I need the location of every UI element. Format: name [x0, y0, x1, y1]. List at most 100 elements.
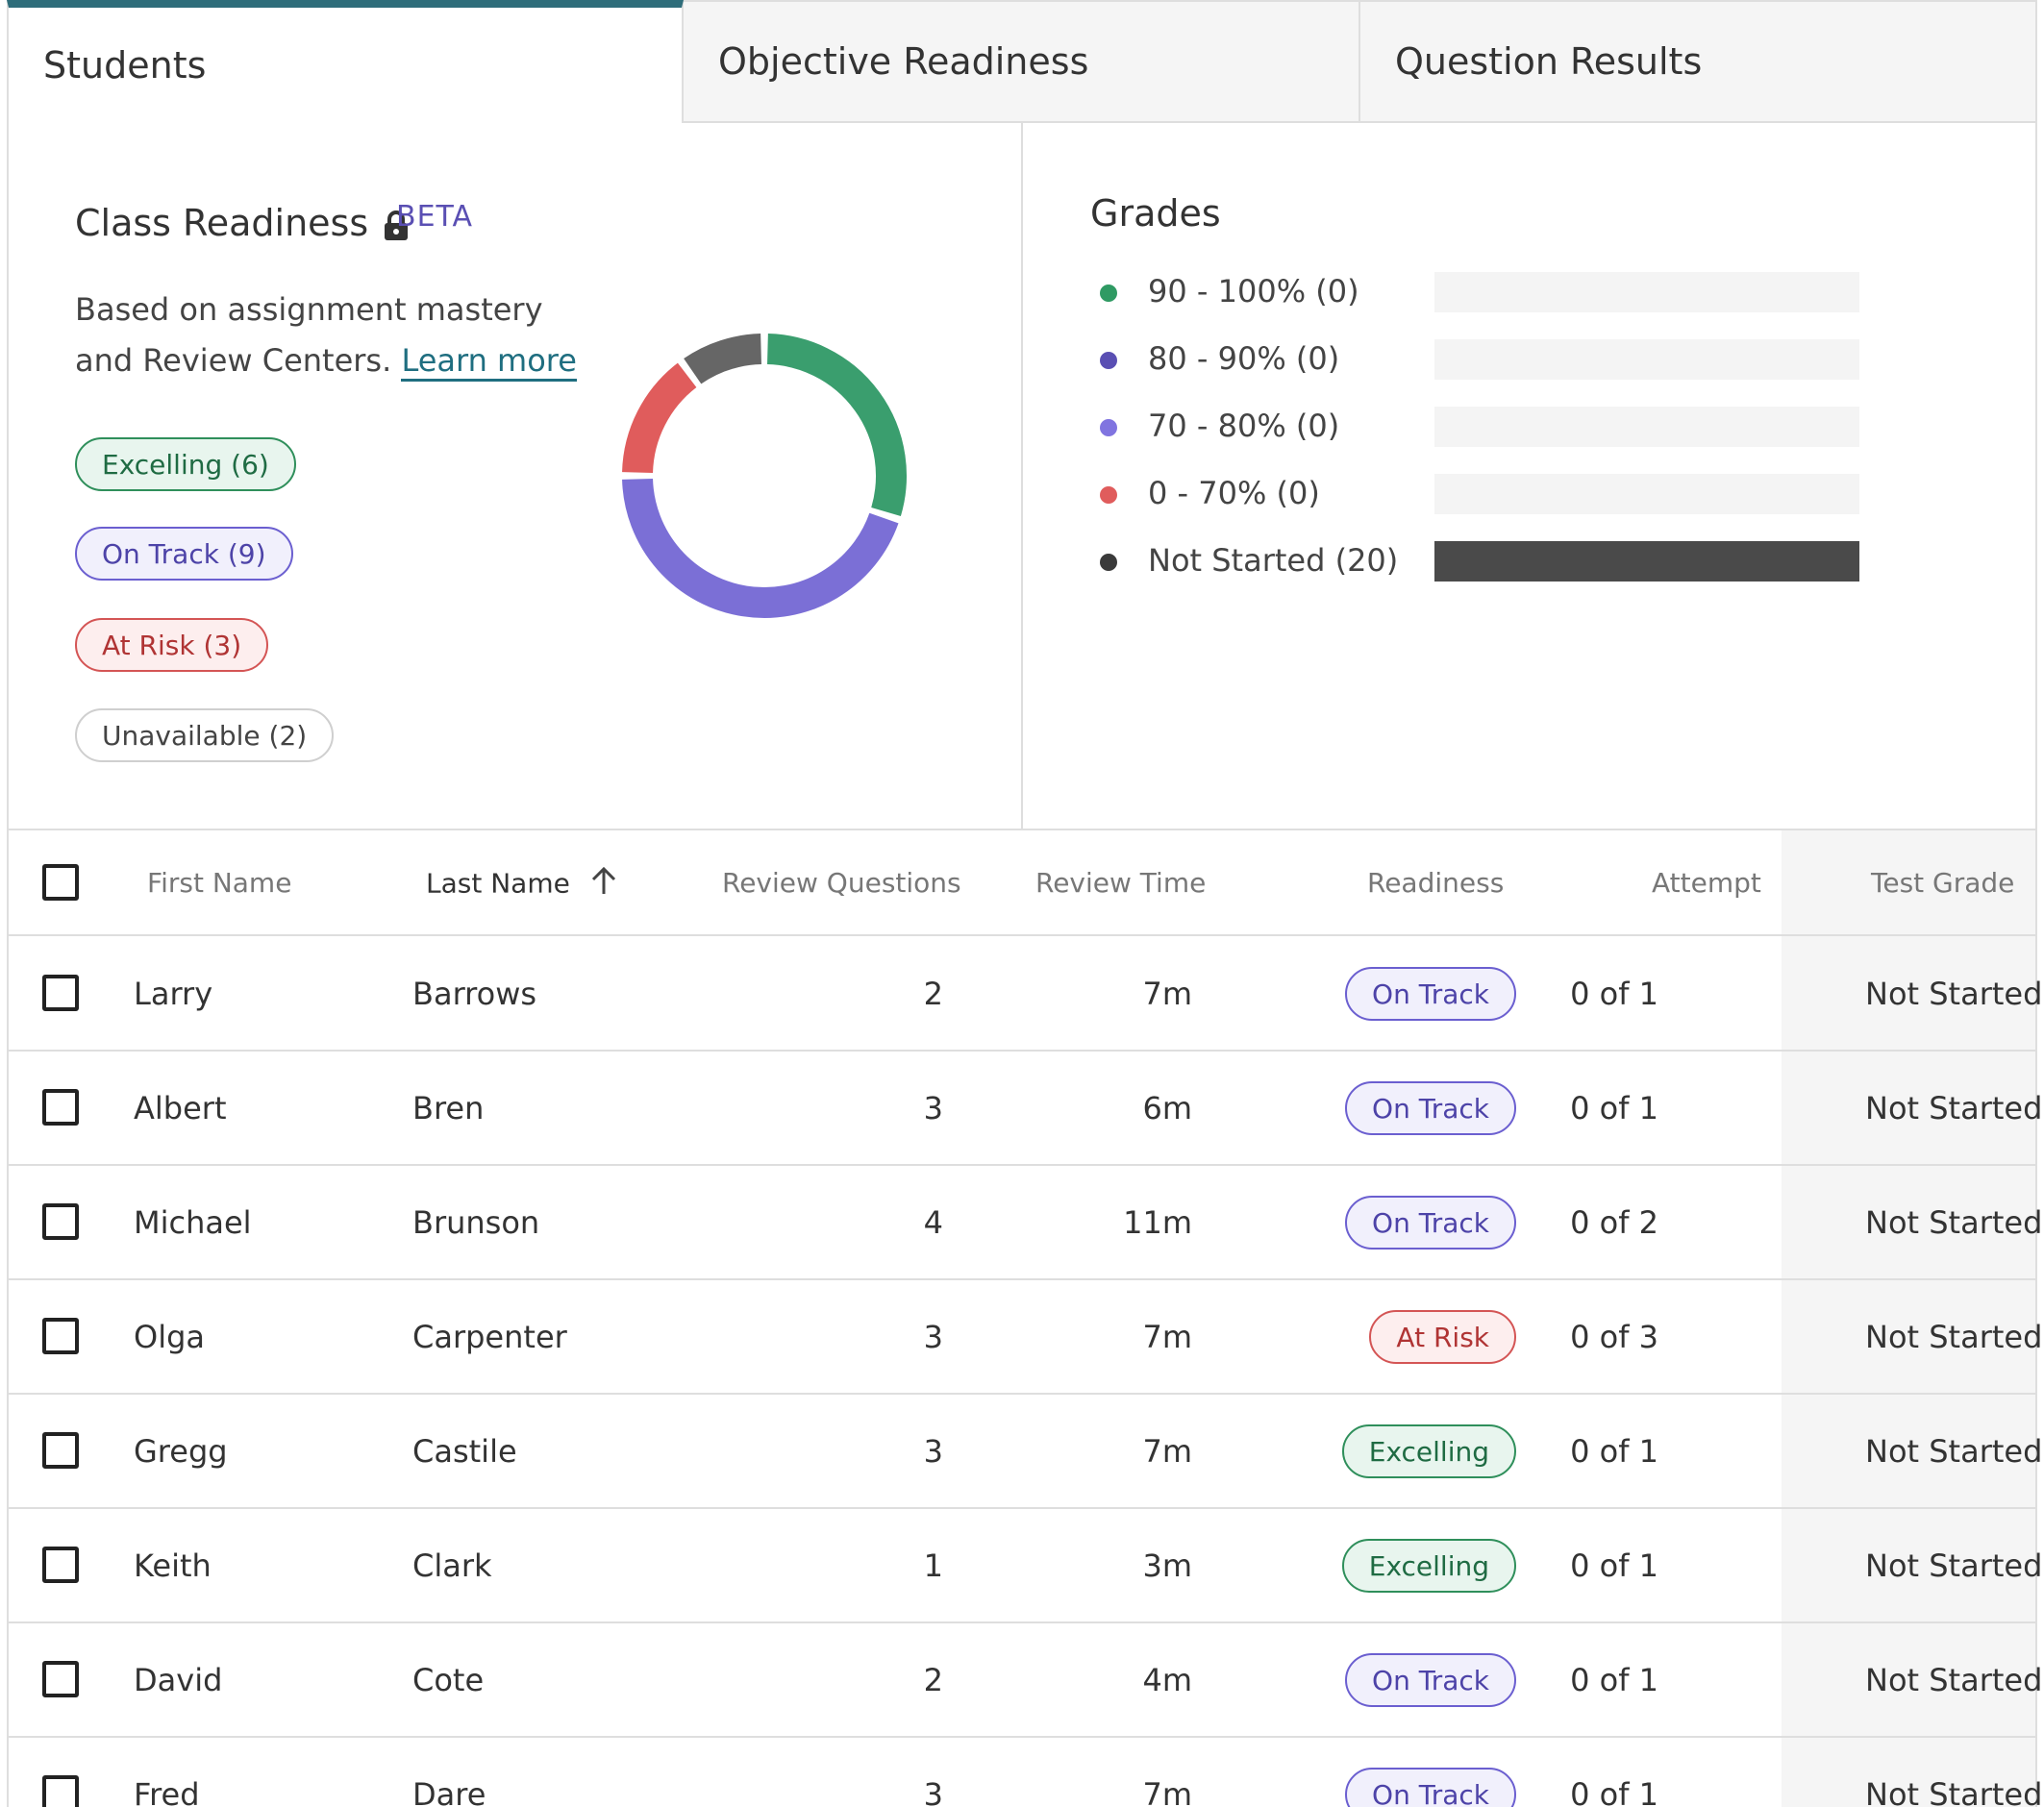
attempt-cell: 0 of 3 — [1570, 1319, 1658, 1355]
grade-row: Not Started (20) — [1090, 538, 1859, 586]
test-grade-cell: Not Started — [1865, 1662, 2043, 1698]
last-name-cell: Clark — [412, 1547, 492, 1584]
row-checkbox[interactable] — [42, 1432, 79, 1469]
learn-more-link[interactable]: Learn more — [401, 342, 577, 382]
tab-question-results[interactable]: Question Results — [1359, 0, 2037, 123]
grade-dot-icon — [1100, 285, 1117, 302]
first-name-cell: Larry — [134, 976, 213, 1012]
grade-dot-icon — [1100, 419, 1117, 436]
panel-divider — [1021, 123, 1023, 830]
column-last-name-label: Last Name — [426, 867, 570, 900]
select-all-checkbox[interactable] — [42, 864, 79, 901]
review-time-cell: 7m — [1142, 1319, 1192, 1355]
tab-bar: Objective Readiness Question Results Stu… — [0, 0, 2044, 123]
legend-on-track-pill[interactable]: On Track (9) — [75, 527, 293, 581]
lock-icon — [384, 208, 409, 240]
first-name-cell: Albert — [134, 1090, 227, 1126]
table-row[interactable]: Michael Brunson 4 11m On Track 0 of 2 Not Star… — [7, 1166, 2042, 1280]
table-row[interactable]: David Cote 2 4m On Track 0 of 1 Not Started — [7, 1623, 2042, 1738]
tab-label: Students — [43, 44, 207, 87]
review-questions-cell: 3 — [923, 1433, 943, 1470]
grade-dot-icon — [1100, 352, 1117, 369]
first-name-cell: Olga — [134, 1319, 205, 1355]
column-review-questions[interactable]: Review Questions — [722, 867, 961, 899]
row-checkbox[interactable] — [42, 1775, 79, 1807]
grade-label: 90 - 100% (0) — [1148, 273, 1359, 309]
last-name-cell: Dare — [412, 1776, 486, 1807]
table-row[interactable]: Gregg Castile 3 7m Excelling 0 of 1 Not Starte… — [7, 1395, 2042, 1509]
row-checkbox[interactable] — [42, 1203, 79, 1240]
grades-title: Grades — [1090, 192, 1221, 235]
table-row[interactable]: Keith Clark 1 3m Excelling 0 of 1 Not Started — [7, 1509, 2042, 1623]
arrow-up-icon — [590, 866, 617, 903]
grade-bar-track — [1434, 339, 1859, 380]
last-name-cell: Barrows — [412, 976, 537, 1012]
readiness-cell: On Track — [1228, 937, 1516, 1052]
attempt-cell: 0 of 1 — [1570, 1776, 1658, 1807]
first-name-cell: Fred — [134, 1776, 200, 1807]
class-readiness-heading: Class Readiness — [75, 202, 369, 244]
readiness-badge[interactable]: On Track — [1345, 967, 1516, 1021]
column-review-time[interactable]: Review Time — [1035, 867, 1207, 899]
readiness-cell: Excelling — [1228, 1509, 1516, 1623]
grade-bar-track — [1434, 407, 1859, 447]
column-first-name[interactable]: First Name — [147, 867, 292, 899]
grade-row: 0 - 70% (0) — [1090, 471, 1859, 519]
test-grade-cell: Not Started — [1865, 1547, 2043, 1584]
grade-bar-track — [1434, 272, 1859, 312]
row-checkbox[interactable] — [42, 1547, 79, 1583]
review-time-cell: 7m — [1142, 1433, 1192, 1470]
table-header: First Name Last Name Review Questions Re… — [7, 830, 2037, 936]
readiness-badge[interactable]: Excelling — [1341, 1424, 1516, 1478]
grade-label: 80 - 90% (0) — [1148, 340, 1340, 377]
readiness-badge[interactable]: On Track — [1345, 1196, 1516, 1250]
donut-segment-excelling — [766, 334, 907, 517]
column-test-grade[interactable]: Test Grade — [1871, 867, 2015, 899]
readiness-badge[interactable]: At Risk — [1369, 1310, 1516, 1364]
readiness-badge[interactable]: On Track — [1345, 1653, 1516, 1707]
row-checkbox[interactable] — [42, 1318, 79, 1354]
readiness-donut-chart — [622, 334, 907, 618]
beta-badge: BETA — [396, 200, 474, 234]
grade-row: 90 - 100% (0) — [1090, 269, 1859, 317]
legend-excelling-pill[interactable]: Excelling (6) — [75, 437, 296, 491]
legend-at-risk-pill[interactable]: At Risk (3) — [75, 618, 269, 672]
class-readiness-description: Based on assignment mastery and Review C… — [75, 285, 594, 386]
test-grade-cell: Not Started — [1865, 1090, 2043, 1126]
review-questions-cell: 4 — [923, 1204, 943, 1241]
review-questions-cell: 3 — [923, 1319, 943, 1355]
table-row[interactable]: Larry Barrows 2 7m On Track 0 of 1 Not Started — [7, 937, 2042, 1052]
test-grade-column-bg — [1782, 830, 2035, 1807]
row-checkbox[interactable] — [42, 975, 79, 1011]
last-name-cell: Bren — [412, 1090, 485, 1126]
attempt-cell: 0 of 1 — [1570, 1433, 1658, 1470]
test-grade-cell: Not Started — [1865, 1433, 2043, 1470]
tab-objective-readiness[interactable]: Objective Readiness — [682, 0, 1360, 123]
last-name-cell: Brunson — [412, 1204, 540, 1241]
first-name-cell: Michael — [134, 1204, 252, 1241]
column-attempt[interactable]: Attempt — [1652, 867, 1761, 899]
table-row[interactable]: Albert Bren 3 6m On Track 0 of 1 Not Started — [7, 1052, 2042, 1166]
readiness-cell: Excelling — [1228, 1395, 1516, 1509]
review-questions-cell: 3 — [923, 1090, 943, 1126]
review-questions-cell: 2 — [923, 1662, 943, 1698]
review-questions-cell: 1 — [923, 1547, 943, 1584]
column-readiness[interactable]: Readiness — [1367, 867, 1505, 899]
tab-students[interactable]: Students — [7, 0, 684, 123]
review-time-cell: 7m — [1142, 976, 1192, 1012]
column-last-name[interactable]: Last Name — [426, 866, 617, 903]
grade-label: 0 - 70% (0) — [1148, 475, 1320, 511]
readiness-badge[interactable]: On Track — [1345, 1081, 1516, 1135]
readiness-badge[interactable]: Excelling — [1341, 1539, 1516, 1593]
table-row[interactable]: Fred Dare 3 7m On Track 0 of 1 Not Started — [7, 1738, 2042, 1807]
row-checkbox[interactable] — [42, 1089, 79, 1126]
test-grade-cell: Not Started — [1865, 1776, 2043, 1807]
table-row[interactable]: Olga Carpenter 3 7m At Risk 0 of 3 Not Started — [7, 1280, 2042, 1395]
review-time-cell: 11m — [1123, 1204, 1192, 1241]
donut-segment-on-track — [622, 478, 899, 618]
row-checkbox[interactable] — [42, 1661, 79, 1697]
grade-bar-track — [1434, 474, 1859, 514]
legend-unavailable-pill[interactable]: Unavailable (2) — [75, 708, 335, 762]
review-questions-cell: 3 — [923, 1776, 943, 1807]
readiness-badge[interactable]: On Track — [1345, 1768, 1516, 1807]
